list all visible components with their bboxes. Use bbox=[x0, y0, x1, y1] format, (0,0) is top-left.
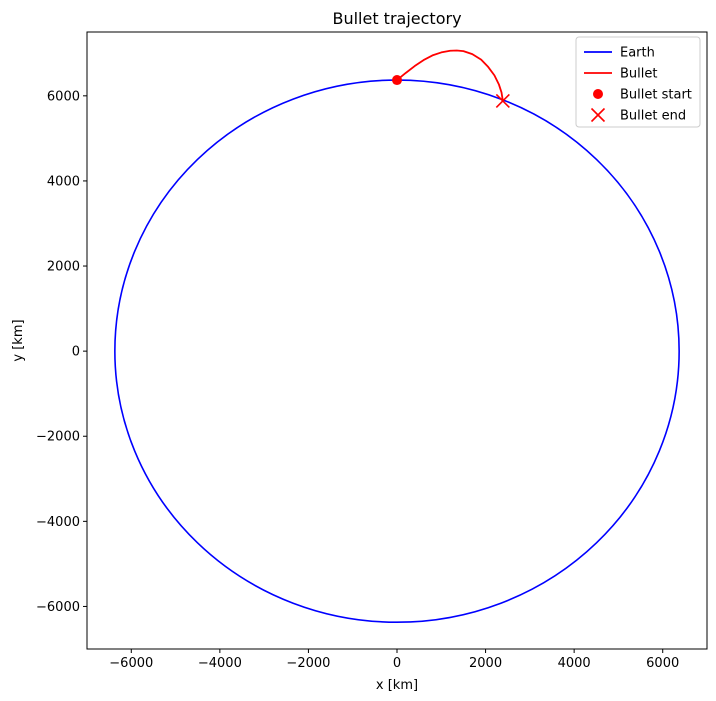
x-tick-label: 6000 bbox=[646, 656, 679, 671]
legend-label: Bullet start bbox=[620, 88, 692, 103]
bullet-end-marker bbox=[495, 93, 510, 108]
y-tick-label: −4000 bbox=[36, 515, 80, 530]
x-tick-label: 2000 bbox=[469, 656, 502, 671]
x-axis-label: x [km] bbox=[376, 678, 418, 693]
x-tick-label: −2000 bbox=[286, 656, 330, 671]
earth-circle bbox=[114, 79, 680, 624]
legend-box bbox=[575, 36, 701, 128]
bullet-trajectory-line bbox=[396, 49, 504, 102]
y-axis-label: y [km] bbox=[11, 319, 26, 361]
y-tick-label: −2000 bbox=[36, 430, 80, 445]
y-tick-label: 0 bbox=[72, 345, 80, 360]
plot-area bbox=[114, 49, 680, 624]
legend-label: Bullet bbox=[620, 67, 657, 82]
legend-handle-bullet-end bbox=[590, 107, 606, 123]
x-tick-label: −4000 bbox=[198, 656, 242, 671]
y-tick-label: 2000 bbox=[47, 260, 80, 275]
y-tick-label: 6000 bbox=[47, 89, 80, 104]
y-axis: −6000 −4000 −2000 0 2000 4000 6000 bbox=[36, 89, 87, 615]
legend-label: Earth bbox=[620, 46, 655, 61]
x-axis: −6000 −4000 −2000 0 2000 4000 6000 bbox=[109, 649, 679, 671]
x-tick-label: 4000 bbox=[558, 656, 591, 671]
chart-title: Bullet trajectory bbox=[332, 9, 461, 28]
legend-label: Bullet end bbox=[620, 109, 686, 124]
x-tick-label: −6000 bbox=[109, 656, 153, 671]
x-tick-label: 0 bbox=[393, 656, 401, 671]
y-tick-label: −6000 bbox=[36, 600, 80, 615]
bullet-start-marker bbox=[392, 75, 402, 86]
legend: Earth Bullet Bullet start Bullet end bbox=[575, 36, 701, 128]
y-tick-label: 4000 bbox=[47, 174, 80, 189]
legend-handle-bullet-start bbox=[593, 89, 603, 99]
